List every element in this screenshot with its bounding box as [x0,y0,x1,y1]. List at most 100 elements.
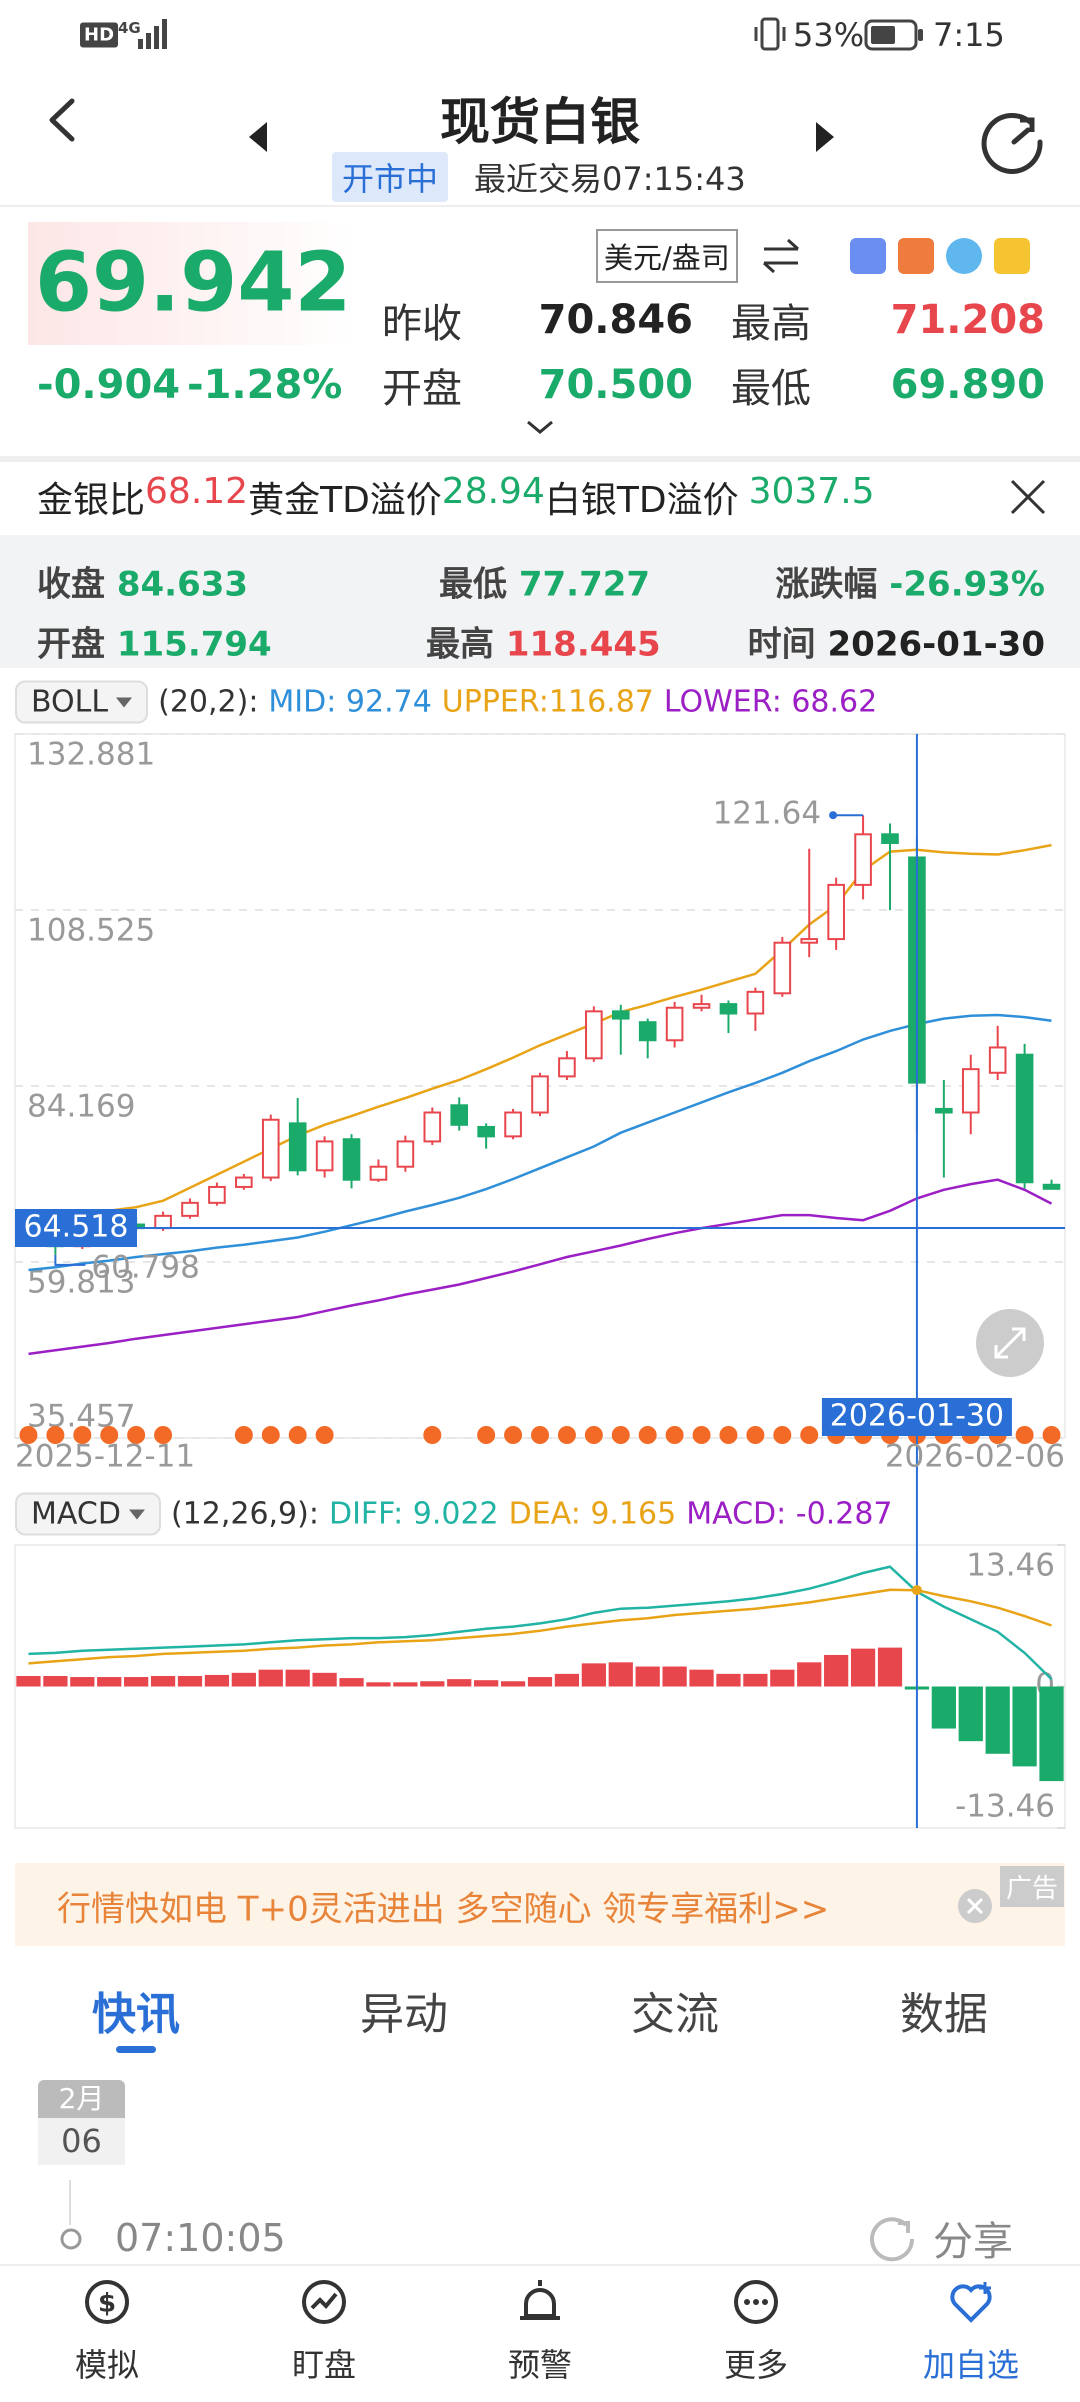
macd-bar [231,1672,256,1687]
dropdown-icon [128,1509,145,1519]
candle-body [988,1046,1007,1074]
news-dot [477,1426,496,1444]
macd-bar [204,1674,230,1687]
macd-bar [877,1647,903,1687]
news-dot [19,1426,38,1444]
tab[interactable]: 数据 [900,1989,988,2040]
nav-icon[interactable] [947,2278,995,2326]
tool-icons[interactable] [848,234,1038,278]
info-value: 115.794 [116,624,272,665]
nav-label[interactable]: 加自选 [922,2346,1020,2384]
news-dot [584,1426,603,1444]
field-label: 最低 [731,366,811,412]
nav-label[interactable]: 更多 [723,2346,789,2384]
news-dot [800,1426,819,1444]
candle-body [692,1003,711,1009]
candle-body [450,1104,469,1126]
macd-bar [393,1682,418,1687]
field-label: 最高 [731,301,811,347]
tab[interactable]: 快讯 [92,1989,180,2040]
y-tick-label: 84.169 [27,1089,135,1125]
macd-bar [581,1663,606,1687]
swap-icon[interactable] [760,236,804,276]
nav-icon[interactable] [300,2278,348,2326]
ratio-value: 3037.5 [748,471,875,512]
x-tick-label: 2025-12-11 [15,1439,195,1475]
share-icon[interactable] [868,2215,916,2263]
macd-bar [43,1675,68,1687]
macd-line [28,1565,1053,1680]
date-day: 06 [38,2118,125,2165]
ad-text[interactable]: 行情快如电 T+0灵活进出 多空随心 领专享福利>> [57,1889,830,1930]
macd-bar [366,1682,391,1687]
tab[interactable]: 交流 [631,1989,719,2040]
indicator-selector[interactable]: BOLL [15,680,149,724]
tab-indicator [116,2046,156,2053]
nav-label[interactable]: 模拟 [74,2346,140,2384]
news-dot [773,1426,792,1444]
news-dot [315,1426,334,1444]
prev-button[interactable] [245,120,271,154]
max-marker-dot [829,811,838,820]
market-status: 开市中 [332,152,449,202]
share-label[interactable]: 分享 [933,2219,1013,2265]
macd-bar [177,1675,203,1687]
ratio-value: 28.94 [441,471,545,512]
legend-entry: MID: 92.74 [268,684,432,720]
hd-badge: HD [80,22,119,48]
back-button[interactable] [40,95,84,145]
y-tick-label: 132.881 [27,737,155,773]
info-value: 84.633 [116,564,249,605]
next-button[interactable] [812,120,838,154]
candlestick-chart: 132.881108.52584.16959.81335.457121.6460… [14,733,1066,1490]
price-change: -0.904 [37,362,181,408]
indicator-selector[interactable]: MACD [15,1492,161,1536]
macd-bar [958,1686,983,1742]
news-dot [611,1426,630,1444]
unit-selector[interactable]: 美元/盎司 [596,229,738,283]
macd-legend: MACD (12,26,9): DIFF: 9.022 DEA: 9.165 M… [15,1492,893,1536]
ad-banner[interactable] [15,1863,1065,1946]
news-dot [234,1426,253,1444]
nav-label[interactable]: 盯盘 [291,2346,357,2384]
expand-chevron[interactable] [524,418,556,438]
candle-body [208,1185,226,1204]
ratio-bar: 金银比 68.12 黄金TD溢价 28.94 白银TD溢价 3037.5 [37,471,875,523]
price-change-pct: -1.28% [187,362,343,408]
candle-info: 涨跌幅 -26.93% [775,557,1045,606]
price-bg [28,222,358,345]
macd-bar [985,1686,1010,1754]
news-dot [504,1426,523,1444]
close-button[interactable] [1008,477,1048,517]
min-marker-line [54,1254,86,1266]
tab[interactable]: 异动 [360,1989,448,2040]
candle-body [315,1140,334,1172]
refresh-button[interactable] [980,108,1048,176]
candle-info: 最高 118.445 [426,617,661,666]
news-dot [557,1426,576,1444]
indicator-params: (12,26,9): [170,1496,319,1532]
candle-info: 时间 2026-01-30 [748,617,1045,666]
field-value: 69.890 [890,362,1045,408]
nav-icon[interactable] [732,2278,780,2326]
info-label: 最低 [439,564,507,605]
candle-info: 开盘 115.794 [37,617,272,666]
ad-close[interactable] [957,1888,993,1924]
macd-bar [285,1669,310,1687]
info-label: 时间 [747,624,816,665]
news-dot [154,1426,173,1444]
candle-body [423,1111,442,1143]
candle-body [1015,1053,1034,1184]
nav-icon[interactable]: $ [83,2278,131,2326]
candle-body [235,1176,253,1188]
ad-tag: 广告 [1000,1866,1065,1907]
macd-bar [527,1677,553,1687]
macd-bar [16,1675,41,1687]
candle-body [881,833,899,844]
news-dot [746,1426,765,1444]
nav-label[interactable]: 预警 [507,2346,573,2384]
nav-icon[interactable] [516,2278,564,2326]
svg-text:$: $ [98,2289,116,2319]
fullscreen-icon [994,1327,1026,1359]
signal-type: 4G [118,19,141,37]
